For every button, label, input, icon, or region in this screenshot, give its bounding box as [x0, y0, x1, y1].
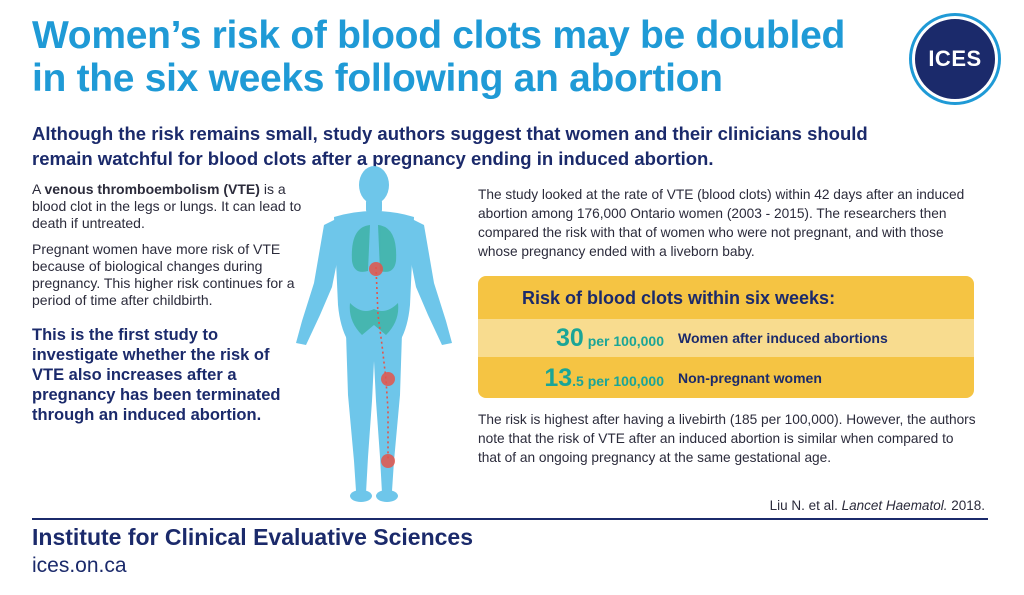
- vte-definition-rest: is a blood clot in the legs or lungs. It…: [32, 181, 302, 231]
- ices-logo[interactable]: ICES: [912, 16, 998, 102]
- page-title: Women’s risk of blood clots may be doubl…: [32, 14, 892, 100]
- clot-marker-thigh: [381, 372, 395, 386]
- clot-marker-calf: [381, 454, 395, 468]
- title-line-2: in the six weeks following an abortion: [32, 57, 723, 100]
- study-intro: The study looked at the rate of VTE (blo…: [478, 187, 965, 259]
- citation-journal: Lancet Haematol.: [841, 498, 948, 513]
- subtitle: Although the risk remains small, study a…: [32, 121, 962, 171]
- risk-value-non-pregnant-decimal: .5: [572, 372, 584, 389]
- vte-term: venous thromboembolism (VTE): [44, 181, 260, 197]
- title-line-1: Women’s risk of blood clots may be doubl…: [32, 14, 846, 57]
- pelvis-illustration: [349, 303, 399, 335]
- pregnancy-risk-text: Pregnant women have more risk of VTE bec…: [32, 241, 295, 308]
- citation-year: 2018.: [947, 498, 985, 513]
- risk-value-abortion: 30 per 100,000: [478, 324, 664, 353]
- organization-name: Institute for Clinical Evaluative Scienc…: [32, 524, 473, 550]
- study-highlight: This is the first study to investigate w…: [32, 326, 281, 424]
- citation: Liu N. et al. Lancet Haematol. 2018.: [680, 498, 985, 513]
- risk-row-non-pregnant: 13.5 per 100,000 Non-pregnant women: [478, 359, 974, 397]
- body-silhouette: [296, 166, 452, 502]
- citation-authors: Liu N. et al.: [769, 498, 842, 513]
- risk-comparison-box: Risk of blood clots within six weeks: 30…: [478, 276, 974, 398]
- risk-value-abortion-number: 30: [556, 323, 584, 352]
- logo-text: ICES: [928, 46, 982, 71]
- clot-path-line: [375, 266, 389, 459]
- risk-box-title: Risk of blood clots within six weeks:: [522, 288, 836, 308]
- risk-value-non-pregnant: 13.5 per 100,000: [478, 364, 664, 393]
- risk-value-non-pregnant-number: 13: [544, 363, 573, 392]
- website-link[interactable]: ices.on.ca: [32, 554, 127, 577]
- risk-label-non-pregnant: Non-pregnant women: [678, 370, 822, 386]
- footer-divider: [32, 518, 988, 520]
- risk-value-abortion-unit: per 100,000: [583, 332, 664, 349]
- subtitle-line-1: Although the risk remains small, study a…: [32, 123, 868, 144]
- human-body-illustration: [296, 166, 452, 502]
- subtitle-line-2: remain watchful for blood clots after a …: [32, 148, 714, 169]
- lungs-illustration: [351, 225, 397, 272]
- vte-definition-prefix: A: [32, 181, 45, 197]
- livebirth-risk-text: The risk is highest after having a liveb…: [478, 412, 976, 465]
- clot-marker-lungs: [369, 262, 383, 276]
- risk-value-non-pregnant-unit: per 100,000: [583, 372, 664, 389]
- left-column: A venous thromboembolism (VTE) is a bloo…: [32, 181, 302, 434]
- risk-label-abortion: Women after induced abortions: [678, 330, 888, 346]
- vte-definition: A venous thromboembolism (VTE) is a bloo…: [32, 181, 302, 232]
- risk-row-abortion: 30 per 100,000 Women after induced abort…: [478, 319, 974, 357]
